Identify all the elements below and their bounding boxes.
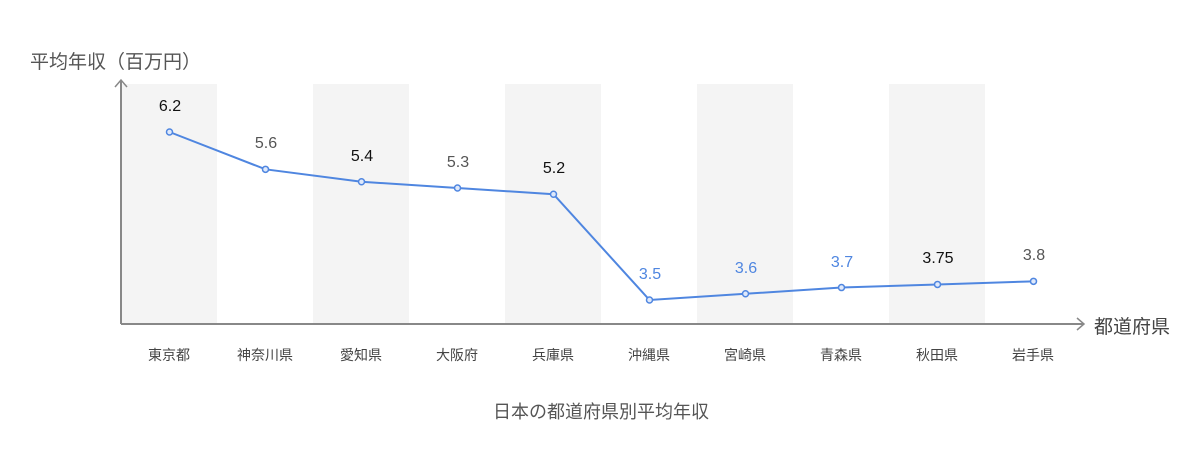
data-label: 5.6	[254, 135, 278, 153]
y-axis-arrow-icon	[114, 78, 128, 88]
x-tick-label: 神奈川県	[237, 348, 293, 364]
data-label: 5.4	[350, 147, 374, 165]
background-band	[121, 84, 217, 324]
x-tick-label: 秋田県	[916, 348, 958, 364]
data-point-marker	[645, 296, 654, 304]
data-point-marker	[549, 190, 558, 198]
x-tick-label: 大阪府	[436, 348, 478, 364]
data-label: 3.7	[830, 253, 854, 271]
data-point-marker	[1029, 277, 1038, 286]
x-tick-label: 兵庫県	[532, 348, 574, 364]
x-axis-arrow-icon	[1076, 317, 1086, 331]
x-tick-label: 青森県	[820, 348, 862, 364]
data-point-marker	[933, 280, 942, 289]
y-axis-label: 平均年収（百万円）	[30, 51, 202, 73]
background-band	[313, 84, 409, 324]
data-point-marker	[837, 283, 846, 292]
data-label: 5.2	[542, 160, 566, 178]
x-axis-label: 都道府県	[1094, 316, 1171, 338]
data-point-marker	[453, 184, 462, 192]
data-label: 3.75	[922, 250, 954, 268]
data-point-marker	[261, 165, 270, 174]
chart-title: 日本の都道府県別平均年収	[493, 402, 709, 423]
data-label: 6.2	[158, 98, 182, 115]
background-band	[505, 84, 601, 324]
x-tick-label: 愛知県	[340, 348, 382, 364]
x-tick-label: 岩手県	[1012, 348, 1054, 364]
x-tick-label: 沖縄県	[628, 348, 670, 364]
data-point-marker	[165, 128, 174, 136]
data-line	[169, 131, 1034, 302]
x-tick-label: 宮崎県	[724, 348, 766, 364]
x-tick-label: 東京都	[148, 348, 190, 364]
data-label: 3.8	[1022, 247, 1046, 265]
data-label: 5.3	[446, 154, 470, 171]
background-band	[697, 84, 793, 324]
data-label: 3.6	[734, 259, 758, 277]
data-point-marker	[741, 290, 750, 298]
data-label: 3.5	[638, 266, 662, 283]
data-point-marker	[357, 178, 366, 186]
